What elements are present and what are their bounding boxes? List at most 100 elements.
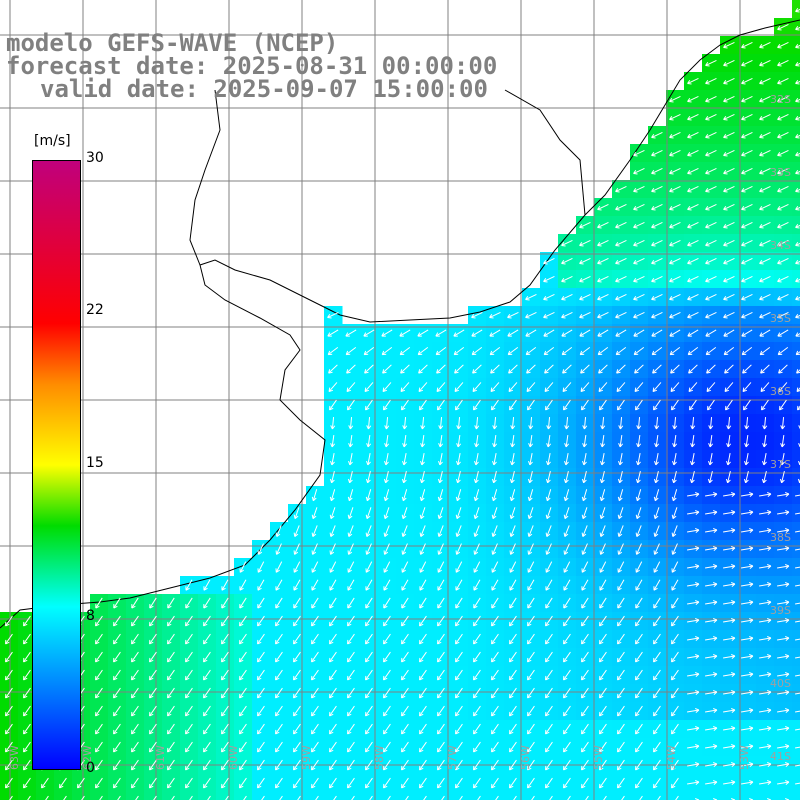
wind-arrow — [509, 633, 517, 645]
wind-arrow — [760, 382, 770, 393]
wind-arrow — [779, 471, 785, 484]
wind-arrow — [131, 705, 139, 717]
wind-arrow — [329, 399, 337, 411]
wind-arrow — [545, 507, 552, 520]
wind-arrow — [705, 492, 718, 497]
wind-arrow — [113, 633, 121, 645]
wind-arrow — [795, 620, 800, 623]
wind-arrow — [526, 364, 536, 374]
wind-arrow — [617, 597, 625, 609]
wind-arrow — [635, 669, 643, 681]
field-cell — [270, 792, 289, 800]
wind-arrow — [311, 723, 319, 735]
field-cell — [396, 792, 415, 800]
wind-arrow — [687, 276, 699, 283]
wind-arrow — [329, 597, 337, 609]
field-cell — [414, 792, 433, 800]
wind-arrow — [311, 705, 319, 717]
wind-arrow — [617, 489, 624, 502]
wind-arrow — [636, 453, 641, 466]
wind-arrow — [364, 382, 374, 393]
field-cell — [792, 522, 800, 541]
wind-arrow — [705, 564, 718, 569]
wind-arrow — [311, 633, 319, 645]
wind-arrow — [185, 669, 193, 681]
wind-arrow — [5, 705, 13, 717]
wind-arrow — [311, 669, 319, 681]
wind-arrow — [795, 728, 800, 731]
wind-arrow — [384, 453, 389, 466]
wind-arrow — [23, 741, 31, 753]
wind-arrow — [293, 705, 301, 717]
wind-arrow — [347, 723, 355, 735]
wind-arrow — [167, 633, 175, 645]
wind-arrow — [671, 543, 678, 555]
wind-arrow — [777, 168, 789, 175]
wind-arrow — [652, 364, 662, 374]
wind-arrow — [579, 312, 591, 319]
wind-arrow — [669, 222, 681, 229]
wind-arrow — [599, 687, 607, 699]
wind-arrow — [723, 582, 736, 587]
field-cell — [792, 36, 800, 55]
wind-arrow — [795, 602, 800, 605]
wind-arrow — [615, 186, 627, 193]
wind-arrow — [329, 633, 337, 645]
wind-arrow — [635, 633, 643, 645]
wind-arrow — [706, 364, 716, 374]
wind-arrow — [779, 399, 787, 411]
wind-arrow — [777, 240, 789, 247]
wind-arrow — [417, 346, 429, 356]
wind-arrow — [615, 222, 627, 229]
wind-arrow — [546, 434, 552, 448]
wind-arrow — [95, 723, 103, 735]
wind-arrow — [491, 489, 498, 502]
wind-arrow — [705, 654, 718, 659]
wind-arrow — [759, 222, 771, 229]
wind-arrow — [473, 561, 481, 573]
wind-arrow — [633, 150, 645, 157]
wind-arrow — [510, 434, 516, 448]
wind-arrow — [617, 543, 624, 555]
wind-arrow — [653, 651, 661, 663]
wind-arrow — [705, 726, 718, 731]
wind-arrow — [599, 543, 606, 555]
wind-arrow — [723, 618, 736, 623]
wind-arrow — [741, 294, 753, 301]
wind-arrow — [131, 615, 139, 627]
lat-label: 38S — [770, 531, 791, 544]
wind-arrow — [777, 708, 790, 713]
wind-arrow — [366, 434, 372, 448]
wind-arrow — [417, 329, 429, 337]
wind-arrow — [654, 453, 659, 466]
lon-label: 55W — [592, 745, 605, 770]
wind-arrow — [687, 294, 699, 301]
wind-arrow — [795, 332, 800, 337]
wind-arrow — [401, 651, 409, 663]
wind-arrow — [365, 723, 373, 735]
wind-arrow — [329, 723, 337, 735]
wind-arrow — [761, 471, 767, 484]
wind-arrow — [525, 312, 537, 319]
wind-arrow — [759, 510, 772, 515]
wind-arrow — [455, 687, 463, 699]
wind-arrow — [365, 507, 372, 520]
wind-arrow — [473, 705, 481, 717]
wind-arrow — [365, 705, 373, 717]
wind-arrow — [365, 543, 372, 555]
wind-arrow — [705, 582, 718, 587]
wind-arrow — [795, 710, 800, 713]
wind-arrow — [635, 687, 643, 699]
wind-arrow — [383, 615, 391, 627]
wind-arrow — [473, 615, 481, 627]
wind-arrow — [653, 399, 661, 411]
wind-arrow — [581, 471, 587, 484]
wind-arrow — [777, 564, 790, 569]
wind-arrow — [635, 525, 642, 537]
wind-arrow — [759, 312, 771, 319]
wind-arrow — [563, 651, 571, 663]
wind-arrow — [724, 364, 734, 374]
wind-arrow — [795, 692, 800, 695]
wind-arrow — [239, 579, 247, 591]
wind-arrow — [705, 96, 717, 103]
